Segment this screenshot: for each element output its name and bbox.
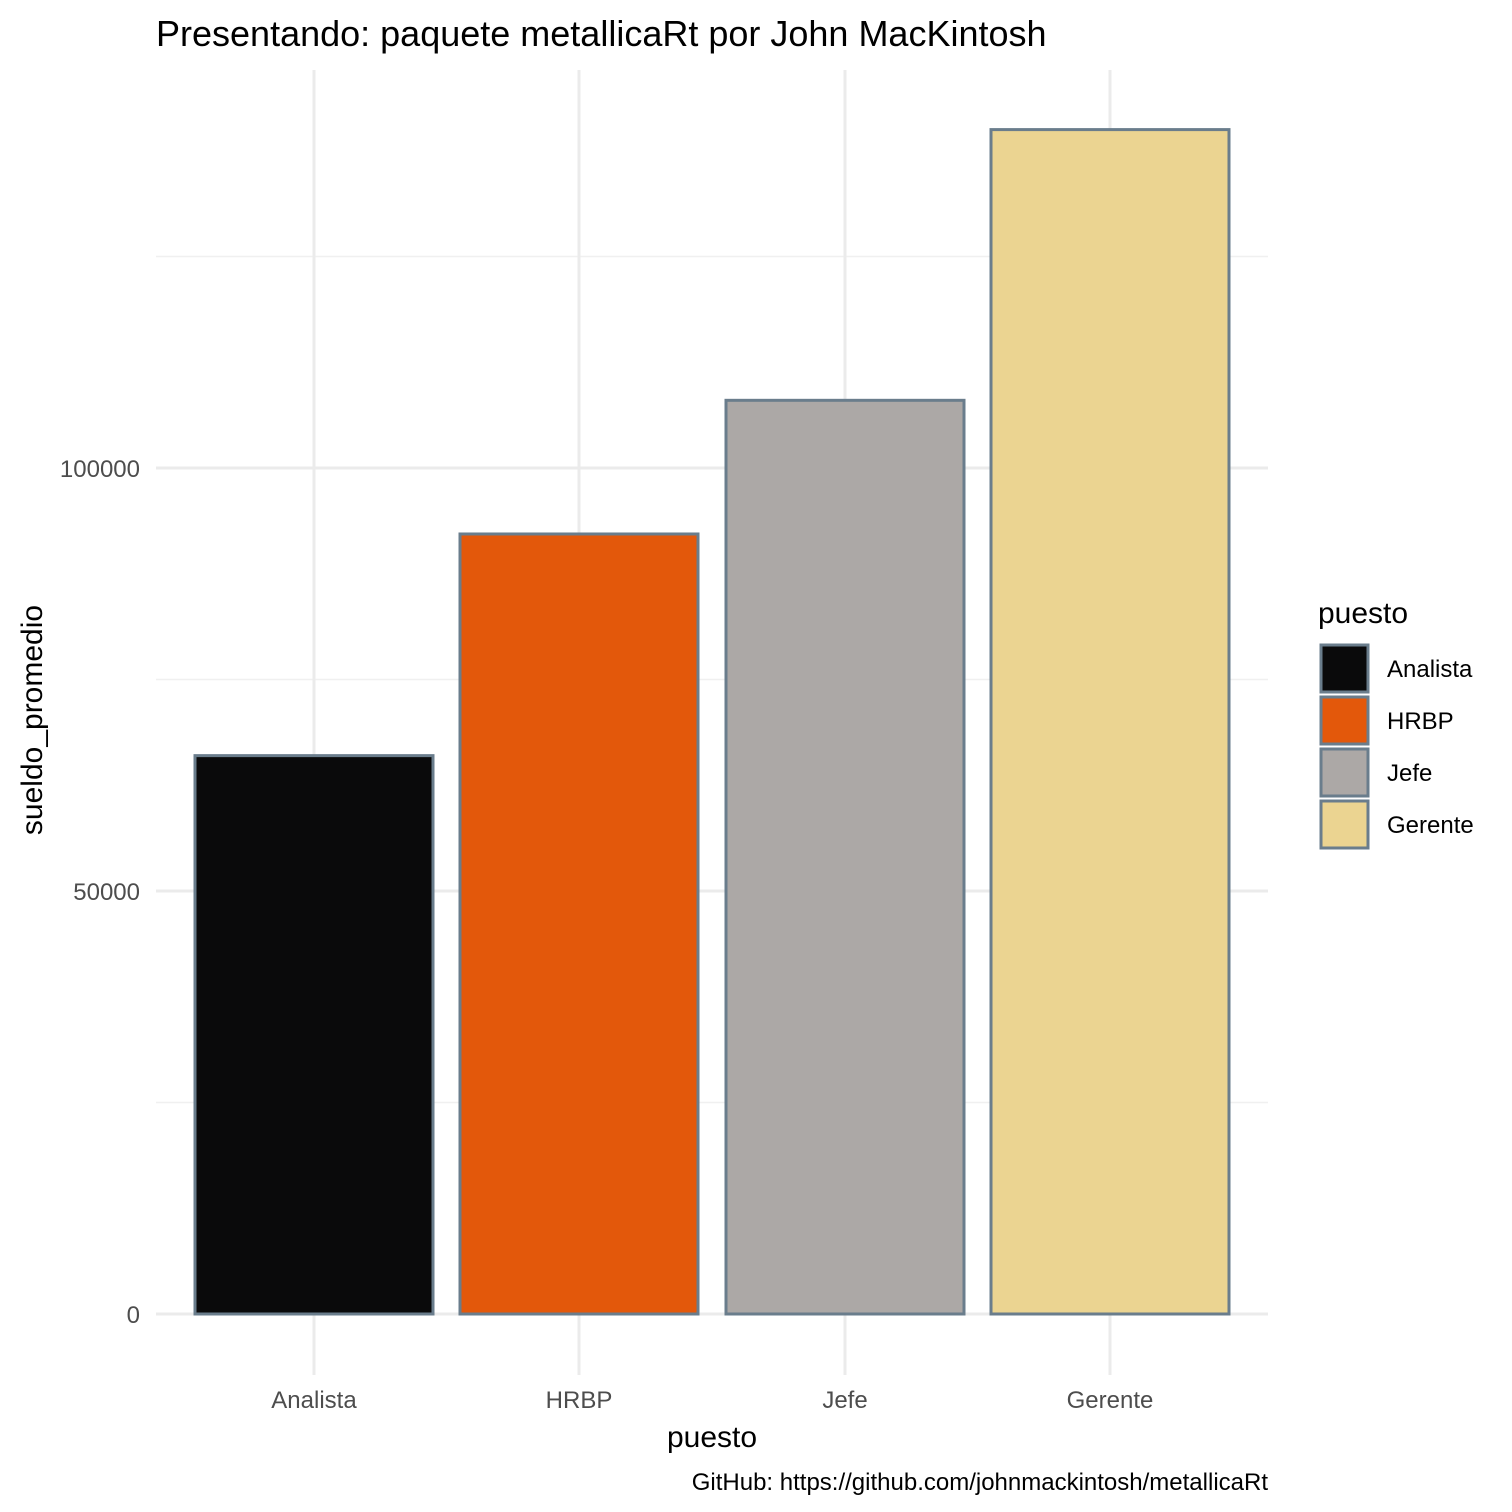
legend-label: Gerente	[1387, 812, 1474, 839]
chart-caption: GitHub: https://github.com/johnmackintos…	[692, 1469, 1269, 1496]
x-axis-title: puesto	[667, 1421, 757, 1454]
y-axis-title: sueldo_promedio	[16, 605, 49, 835]
bar-analista	[193, 754, 435, 1316]
legend-label: Analista	[1387, 656, 1473, 683]
legend-key-analista	[1319, 643, 1370, 694]
bar-gerente	[989, 128, 1231, 1316]
x-tick-label: Jefe	[822, 1387, 867, 1414]
x-axis-ticks: Analista HRBP Jefe Gerente	[271, 1387, 1153, 1414]
x-tick-label: Analista	[271, 1387, 357, 1414]
legend-key-gerente	[1319, 799, 1370, 850]
legend: puesto Analista HRBP Jefe Gerente	[1318, 597, 1474, 850]
legend-label: HRBP	[1387, 708, 1454, 735]
legend-key-hrbp	[1319, 695, 1370, 746]
y-axis-ticks: 0 50000 100000	[60, 456, 140, 1329]
legend-label: Jefe	[1387, 760, 1432, 787]
bars	[193, 128, 1231, 1316]
bar-jefe	[724, 398, 966, 1316]
y-tick-label: 100000	[60, 456, 140, 483]
y-tick-label: 50000	[73, 879, 140, 906]
x-tick-label: Gerente	[1067, 1387, 1154, 1414]
legend-title: puesto	[1318, 597, 1408, 630]
chart-title: Presentando: paquete metallicaRt por Joh…	[156, 13, 1047, 54]
legend-key-jefe	[1319, 747, 1370, 798]
x-tick-label: HRBP	[546, 1387, 613, 1414]
y-tick-label: 0	[127, 1302, 140, 1329]
bar-hrbp	[458, 532, 700, 1316]
